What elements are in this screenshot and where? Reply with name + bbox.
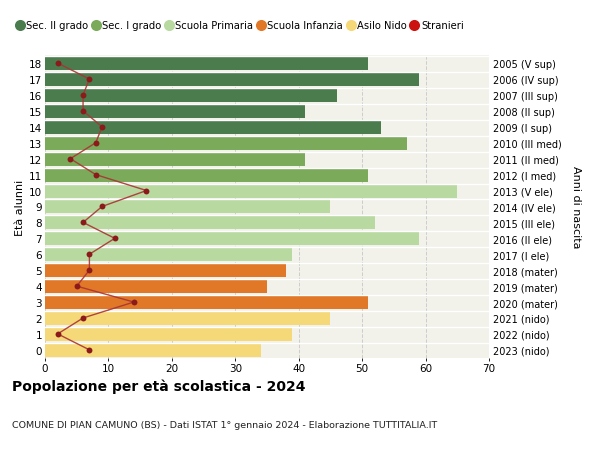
Bar xyxy=(45,216,375,230)
Point xyxy=(85,251,94,258)
Point xyxy=(97,203,107,211)
Bar xyxy=(45,263,286,278)
Y-axis label: Età alunni: Età alunni xyxy=(15,179,25,235)
Point xyxy=(53,60,62,67)
Point xyxy=(78,219,88,227)
Bar xyxy=(45,136,407,151)
Point xyxy=(91,172,101,179)
Bar xyxy=(45,200,331,214)
Point xyxy=(85,267,94,274)
Bar xyxy=(45,57,368,71)
Bar xyxy=(45,168,368,182)
Bar xyxy=(45,121,381,134)
Point xyxy=(85,347,94,354)
Point xyxy=(142,187,151,195)
Bar xyxy=(45,327,292,341)
Bar xyxy=(45,73,419,87)
Point xyxy=(91,140,101,147)
Point xyxy=(78,92,88,100)
Y-axis label: Anni di nascita: Anni di nascita xyxy=(571,166,581,248)
Bar xyxy=(45,311,331,325)
Point xyxy=(78,314,88,322)
Point xyxy=(129,299,139,306)
Bar xyxy=(45,184,457,198)
Text: COMUNE DI PIAN CAMUNO (BS) - Dati ISTAT 1° gennaio 2024 - Elaborazione TUTTITALI: COMUNE DI PIAN CAMUNO (BS) - Dati ISTAT … xyxy=(12,420,437,429)
Point xyxy=(110,235,119,242)
Legend: Sec. II grado, Sec. I grado, Scuola Primaria, Scuola Infanzia, Asilo Nido, Stran: Sec. II grado, Sec. I grado, Scuola Prim… xyxy=(13,17,467,35)
Bar xyxy=(45,105,305,118)
Bar xyxy=(45,280,267,293)
Point xyxy=(78,108,88,115)
Bar xyxy=(45,152,305,166)
Bar xyxy=(45,296,368,309)
Bar xyxy=(45,248,292,262)
Point xyxy=(85,76,94,84)
Point xyxy=(72,283,82,290)
Point xyxy=(53,330,62,338)
Bar xyxy=(45,343,260,357)
Bar xyxy=(45,89,337,103)
Bar xyxy=(45,232,419,246)
Point xyxy=(65,156,75,163)
Point xyxy=(97,124,107,131)
Text: Popolazione per età scolastica - 2024: Popolazione per età scolastica - 2024 xyxy=(12,379,305,393)
